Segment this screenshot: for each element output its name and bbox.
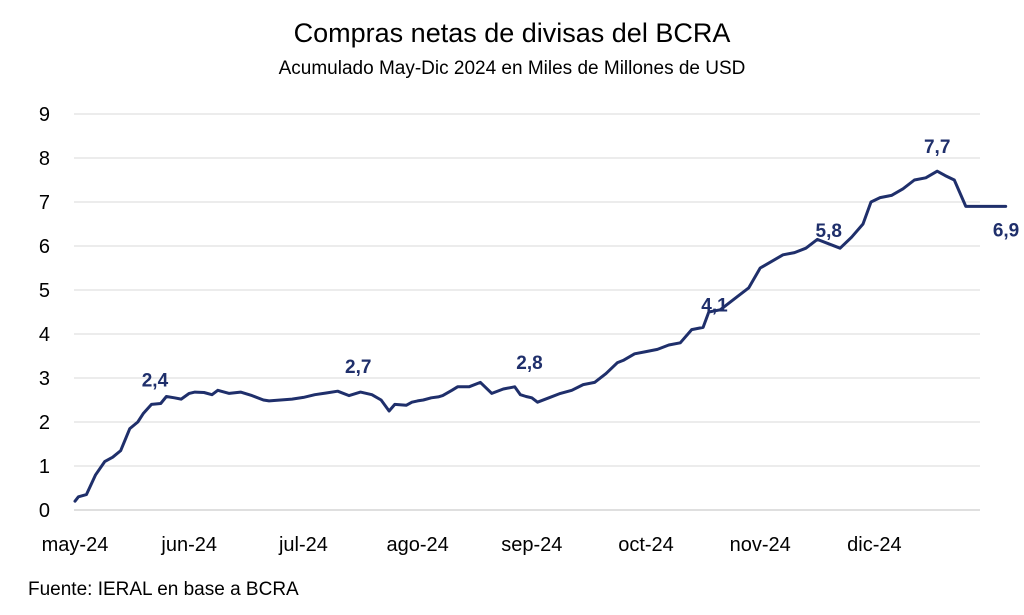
y-tick-label: 8 bbox=[39, 148, 50, 170]
y-tick-label: 1 bbox=[39, 456, 50, 478]
x-tick-label: ago-24 bbox=[386, 534, 448, 556]
y-tick-label: 9 bbox=[39, 104, 50, 126]
series-line-acumulado bbox=[73, 169, 1008, 503]
x-tick-label: oct-24 bbox=[618, 534, 674, 556]
x-axis-ticks: may-24 jun-24 jul-24 ago-24 sep-24 oct-24 nov-… bbox=[42, 534, 902, 556]
data-labels: 2,4 2,7 2,8 4,1 5,8 7,7 6,9 bbox=[142, 137, 1020, 391]
source-note: Fuente: IERAL en base a BCRA bbox=[28, 579, 299, 600]
data-label: 4,1 bbox=[701, 296, 728, 317]
y-tick-label: 0 bbox=[39, 500, 50, 522]
y-axis-ticks: 0 1 2 3 4 5 6 7 8 9 bbox=[39, 104, 50, 522]
data-label: 2,8 bbox=[516, 353, 542, 374]
y-tick-label: 5 bbox=[39, 280, 50, 302]
gridlines bbox=[74, 113, 980, 511]
data-label: 6,9 bbox=[993, 220, 1019, 241]
y-tick-label: 7 bbox=[39, 192, 50, 214]
y-tick-label: 3 bbox=[39, 368, 50, 390]
x-tick-label: nov-24 bbox=[730, 534, 791, 556]
data-label: 2,7 bbox=[345, 357, 371, 378]
chart-subtitle: Acumulado May-Dic 2024 en Miles de Millo… bbox=[278, 58, 746, 79]
data-label: 5,8 bbox=[816, 221, 842, 242]
x-tick-label: jul-24 bbox=[278, 534, 328, 556]
x-tick-label: dic-24 bbox=[847, 534, 901, 556]
y-tick-label: 4 bbox=[39, 324, 50, 346]
x-tick-label: sep-24 bbox=[501, 534, 562, 556]
chart-title: Compras netas de divisas del BCRA bbox=[293, 18, 731, 48]
x-tick-label: jun-24 bbox=[160, 534, 217, 556]
x-tick-label: may-24 bbox=[42, 534, 109, 556]
data-label: 7,7 bbox=[924, 137, 950, 158]
data-label: 2,4 bbox=[142, 370, 169, 391]
y-tick-label: 2 bbox=[39, 412, 50, 434]
y-tick-label: 6 bbox=[39, 236, 50, 258]
